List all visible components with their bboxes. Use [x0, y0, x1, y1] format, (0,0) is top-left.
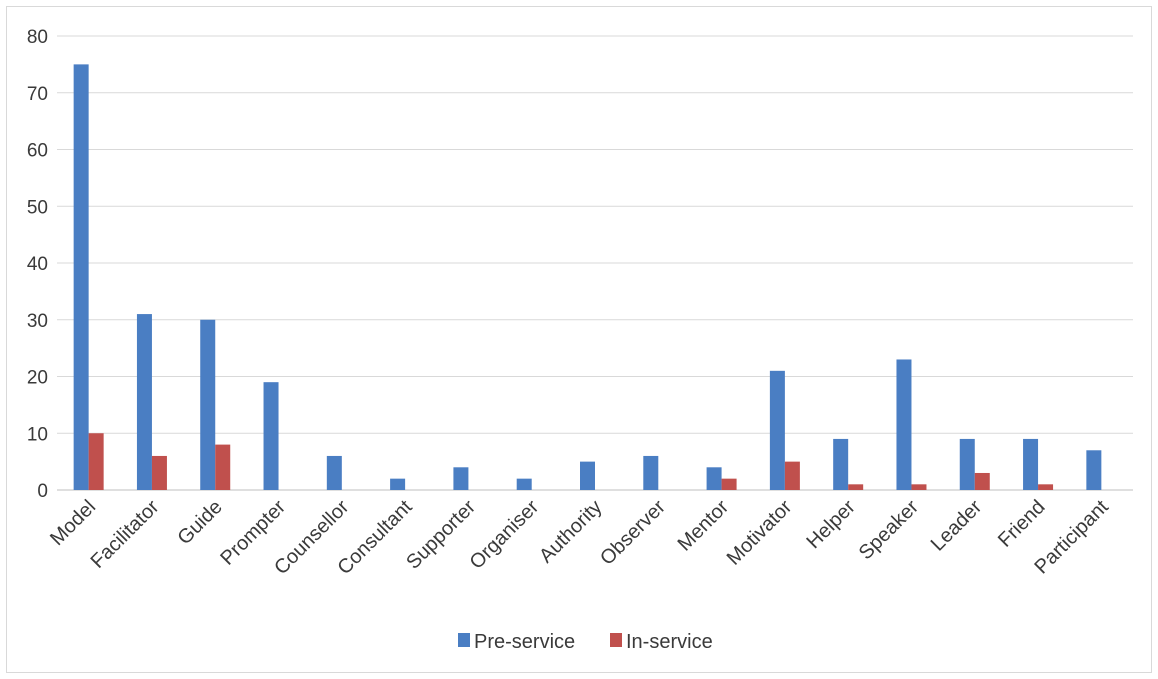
bar-pre-service-organiser: [516, 478, 532, 490]
legend-label-in-service: In-service: [626, 631, 713, 653]
y-tick-label: 30: [27, 311, 48, 332]
bar-in-service-facilitator: [151, 455, 167, 490]
y-tick-label: 70: [27, 84, 48, 105]
bar-in-service-helper: [848, 484, 864, 490]
legend-swatch-pre-service: [458, 633, 470, 647]
x-tick-label-observer: Observer: [596, 496, 670, 570]
bar-pre-service-motivator: [769, 370, 785, 490]
bar-in-service-speaker: [911, 484, 927, 490]
x-tick-label-friend: Friend: [994, 496, 1050, 552]
bar-in-service-mentor: [721, 478, 737, 490]
y-tick-label: 60: [27, 141, 48, 162]
bar-pre-service-authority: [580, 461, 595, 490]
x-tick-label-mentor: Mentor: [674, 496, 734, 556]
x-tick-label-motivator: Motivator: [723, 496, 797, 570]
bar-pre-service-participant: [1086, 450, 1102, 490]
legend-label-pre-service: Pre-service: [474, 631, 575, 653]
bar-pre-service-supporter: [453, 467, 469, 490]
x-tick-label-authority: Authority: [535, 496, 606, 567]
bar-pre-service-helper: [833, 438, 849, 490]
y-tick-label: 80: [27, 27, 48, 48]
gridlines: [57, 35, 1133, 491]
y-axis-ticks: 0 10 20 30 40 50 60 70 80: [27, 27, 48, 502]
y-tick-label: 40: [27, 254, 48, 275]
y-tick-label: 50: [27, 197, 48, 218]
x-tick-label-organiser: Organiser: [466, 496, 544, 574]
bar-pre-service-speaker: [896, 359, 912, 490]
y-tick-label: 10: [27, 424, 48, 445]
bar-pre-service-prompter: [263, 382, 279, 490]
y-tick-label: 0: [37, 481, 48, 502]
bar-pre-service-facilitator: [136, 314, 152, 490]
bar-pre-service-leader: [959, 438, 975, 490]
bar-pre-service-mentor: [706, 467, 722, 490]
bar-pre-service-observer: [643, 455, 659, 490]
bars: [73, 64, 1102, 490]
bar-pre-service-counsellor: [326, 455, 342, 490]
y-tick-label: 20: [27, 368, 48, 389]
x-tick-label-guide: Guide: [173, 496, 226, 549]
bar-pre-service-consultant: [390, 478, 406, 490]
bar-in-service-leader: [974, 472, 990, 490]
x-tick-label-facilitator: Facilitator: [87, 496, 164, 573]
bar-in-service-friend: [1038, 484, 1054, 490]
legend-swatch-in-service: [610, 633, 622, 647]
bar-in-service-motivator: [784, 461, 800, 490]
bar-in-service-guide: [215, 444, 231, 490]
x-tick-label-model: Model: [46, 496, 100, 550]
bar-pre-service-model: [73, 64, 89, 490]
chart-frame: [6, 6, 1152, 673]
x-tick-label-speaker: Speaker: [855, 496, 923, 564]
bar-pre-service-friend: [1023, 438, 1039, 490]
bar-in-service-model: [88, 433, 104, 490]
legend: Pre-service In-service: [458, 631, 713, 653]
x-tick-label-leader: Leader: [927, 496, 987, 556]
x-tick-label-helper: Helper: [802, 496, 859, 553]
bar-pre-service-guide: [200, 319, 216, 490]
